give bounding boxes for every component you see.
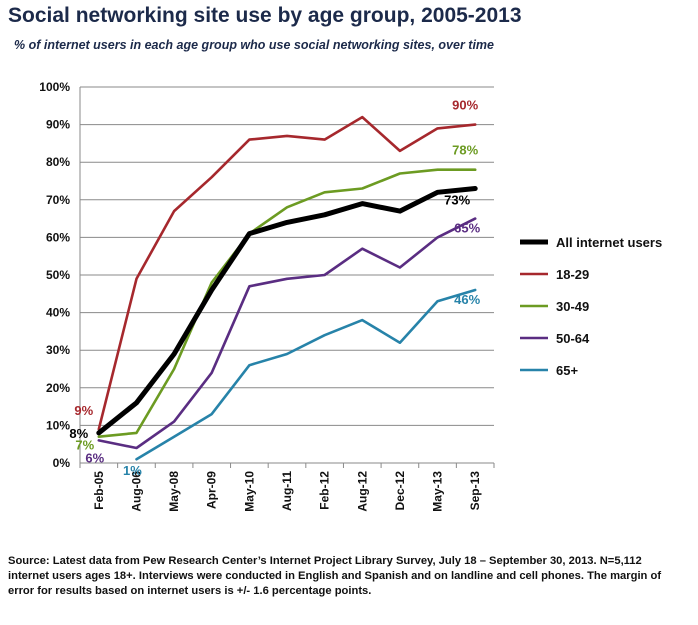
y-tick-label: 60% <box>46 230 70 244</box>
y-tick-label: 40% <box>46 306 70 320</box>
y-tick-label: 70% <box>46 193 70 207</box>
y-tick-label: 90% <box>46 118 70 132</box>
y-tick-label: 80% <box>46 155 70 169</box>
line-chart: 0% 10% 20% 30% 40% 50% 60% 70% 80% 90% 100% Feb-05 A… <box>39 80 662 512</box>
data-label-first: 7% <box>75 438 94 453</box>
x-tick-label: Aug-12 <box>355 471 369 512</box>
series-line-all-internet-users <box>96 186 478 436</box>
legend: All internet users 18-29 30-49 50-64 65+ <box>520 235 662 378</box>
data-label-first: 1% <box>123 463 142 478</box>
axes: 0% 10% 20% 30% 40% 50% 60% 70% 80% 90% 100% Feb-05 A… <box>39 80 495 512</box>
data-label-last: 65% <box>454 221 480 236</box>
x-tick-label: Aug-06 <box>129 471 143 512</box>
series-line-65- <box>135 288 477 461</box>
legend-label: 50-64 <box>556 331 590 346</box>
y-tick-label: 20% <box>46 381 70 395</box>
data-label-last: 46% <box>454 292 480 307</box>
x-tick-label: Sep-13 <box>468 471 482 511</box>
legend-label: 30-49 <box>556 299 589 314</box>
y-tick-label: 50% <box>46 268 70 282</box>
data-labels: 8% 73% 9% 90% 7% 78% 6% 65% 1% 46% <box>69 98 480 479</box>
chart-title: Social networking site use by age group,… <box>8 4 522 27</box>
x-tick-label: May-08 <box>167 471 181 512</box>
series-line-18-29 <box>97 115 477 431</box>
legend-label: 65+ <box>556 363 578 378</box>
x-tick-label: Aug-11 <box>280 471 294 511</box>
x-tick-label: May-10 <box>242 471 256 512</box>
legend-label: All internet users <box>556 235 662 250</box>
data-label-first: 8% <box>69 426 88 441</box>
data-label-first: 9% <box>74 403 93 418</box>
x-tick-label: Apr-09 <box>205 471 219 509</box>
y-tick-label: 100% <box>39 80 70 94</box>
data-label-first: 6% <box>85 450 104 465</box>
x-tick-label: May-13 <box>431 471 445 512</box>
source-note: Source: Latest data from Pew Research Ce… <box>8 555 662 597</box>
series-lines <box>96 115 478 461</box>
y-tick-label: 30% <box>46 343 70 357</box>
x-tick-label: Feb-05 <box>92 471 106 510</box>
y-tick-label: 0% <box>53 456 71 470</box>
gridlines <box>80 86 494 426</box>
x-tick-label: Dec-12 <box>393 471 407 511</box>
series-line-50-64 <box>97 217 477 450</box>
data-label-last: 90% <box>452 98 478 113</box>
data-label-last: 78% <box>452 143 478 158</box>
chart-subtitle: % of internet users in each age group wh… <box>14 38 494 52</box>
data-label-last: 73% <box>444 193 470 208</box>
series-line-30-49 <box>97 168 477 439</box>
legend-label: 18-29 <box>556 267 589 282</box>
y-tick-label: 10% <box>46 418 70 432</box>
x-tick-label: Feb-12 <box>318 471 332 510</box>
